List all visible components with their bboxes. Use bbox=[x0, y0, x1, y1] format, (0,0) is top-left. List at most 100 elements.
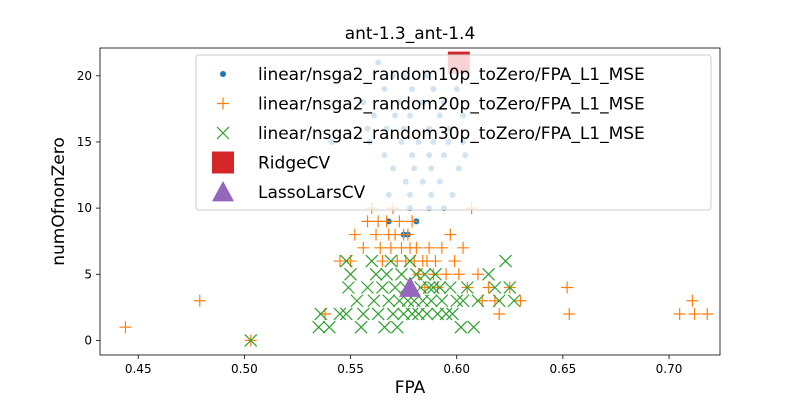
y-tick-label: 15 bbox=[77, 135, 92, 149]
data-point-s2-56 bbox=[686, 294, 699, 307]
data-point-s3-12 bbox=[356, 307, 370, 321]
data-point-s3-3 bbox=[314, 307, 328, 321]
data-point-s3-42 bbox=[426, 281, 440, 294]
x-tick-label: 0.55 bbox=[337, 362, 364, 376]
data-point-s3-9 bbox=[344, 267, 357, 281]
data-point-s2-14 bbox=[376, 255, 389, 268]
legend-item-5: LassoLarsCV bbox=[212, 181, 366, 203]
data-point-s3-59 bbox=[499, 254, 512, 268]
data-point-s2-40 bbox=[444, 228, 457, 241]
data-point-s3-39 bbox=[420, 307, 434, 321]
y-tick-label: 0 bbox=[84, 333, 92, 347]
legend-marker bbox=[212, 181, 234, 202]
data-point-s3-61 bbox=[507, 294, 521, 308]
data-point-s2-50 bbox=[493, 307, 506, 320]
data-point-s3-52 bbox=[456, 294, 470, 308]
plot-frame bbox=[99, 47, 721, 356]
data-point-s3-2 bbox=[312, 320, 326, 334]
data-point-s2-46 bbox=[471, 268, 484, 281]
data-point-s2-55 bbox=[673, 307, 686, 320]
data-point-s3-56 bbox=[482, 267, 495, 281]
data-point-s2-58 bbox=[701, 307, 714, 320]
data-point-s3-48 bbox=[443, 281, 457, 294]
x-tick-label: 0.50 bbox=[231, 362, 258, 376]
data-point-s3-22 bbox=[384, 254, 398, 268]
data-point-s3-1 bbox=[244, 334, 258, 347]
data-point-s3-32 bbox=[405, 307, 419, 321]
data-point-s3-19 bbox=[378, 320, 391, 334]
data-point-s3-55 bbox=[471, 294, 485, 308]
data-point-s2-52 bbox=[514, 294, 527, 307]
data-point-s2-5 bbox=[333, 255, 346, 268]
x-tick-label: 0.60 bbox=[443, 362, 470, 376]
data-point-s3-54 bbox=[467, 320, 481, 334]
data-point-s3-47 bbox=[439, 307, 453, 321]
data-point-s2-17 bbox=[384, 241, 397, 254]
data-point-s3-24 bbox=[388, 281, 402, 294]
data-point-s3-15 bbox=[367, 294, 381, 308]
data-point-s3-10 bbox=[350, 294, 364, 308]
data-point-s3-8 bbox=[342, 281, 355, 294]
y-tick-label: 10 bbox=[77, 201, 92, 215]
data-point-s2-48 bbox=[482, 281, 495, 294]
data-point-s2-15 bbox=[380, 215, 393, 228]
data-point-s2-13 bbox=[374, 241, 387, 254]
data-point-s2-21 bbox=[393, 215, 406, 228]
data-point-s3-25 bbox=[390, 320, 404, 334]
data-point-s2-38 bbox=[435, 241, 448, 254]
data-point-s3-27 bbox=[395, 267, 408, 281]
data-point-s2-35 bbox=[427, 268, 440, 281]
data-point-s2-9 bbox=[361, 215, 374, 228]
legend-box bbox=[195, 54, 712, 211]
x-tick-label: 0.45 bbox=[125, 362, 152, 376]
data-point-s2-29 bbox=[410, 241, 423, 254]
legend-marker bbox=[217, 97, 229, 110]
data-point-s2-11 bbox=[370, 228, 383, 241]
data-point-s2-54 bbox=[563, 307, 576, 320]
data-point-s2-36 bbox=[429, 255, 442, 268]
data-point-s3-49 bbox=[446, 307, 459, 321]
data-point-s3-41 bbox=[424, 294, 438, 308]
legend-item-2: linear/nsga2_random20p_toZero/FPA_L1_MSE bbox=[217, 95, 645, 115]
data-point-s3-16 bbox=[369, 267, 383, 281]
legend-item-1: linear/nsga2_random10p_toZero/FPA_L1_MSE bbox=[220, 65, 645, 85]
data-point-s3-11 bbox=[354, 320, 368, 334]
data-point-s2-2 bbox=[193, 294, 206, 307]
legend: linear/nsga2_random10p_toZero/FPA_L1_MSE… bbox=[195, 54, 712, 211]
data-point-s2-1 bbox=[119, 321, 132, 334]
data-point-s3-60 bbox=[503, 281, 517, 294]
data-point-s3-46 bbox=[435, 294, 449, 308]
x-axis-label: FPA bbox=[395, 378, 426, 398]
data-point-s3-38 bbox=[418, 267, 432, 281]
data-point-s3-7 bbox=[339, 254, 353, 268]
data-point-s3-50 bbox=[450, 294, 464, 308]
data-point-s3-23 bbox=[386, 307, 400, 321]
data-point-s2-43 bbox=[457, 241, 470, 254]
data-point-s2-53 bbox=[561, 281, 574, 294]
x-tick-label: 0.70 bbox=[656, 362, 683, 376]
data-point-s3-45 bbox=[433, 281, 447, 294]
y-axis-ticks: 0 5 10 15 20 bbox=[77, 69, 100, 347]
data-point-s3-20 bbox=[380, 267, 394, 281]
legend-marker bbox=[216, 126, 230, 140]
data-point-s2-34 bbox=[423, 241, 436, 254]
data-point-s2-8 bbox=[357, 241, 370, 254]
legend-label: linear/nsga2_random20p_toZero/FPA_L1_MSE bbox=[258, 95, 645, 115]
data-point-s3-51 bbox=[454, 320, 468, 334]
data-point-s3-6 bbox=[339, 307, 353, 321]
legend-item-4: RidgeCV bbox=[212, 151, 330, 174]
y-tick-label: 20 bbox=[77, 69, 92, 83]
data-point-s3-53 bbox=[460, 281, 474, 294]
data-point-s3-57 bbox=[488, 281, 502, 294]
legend-label: linear/nsga2_random10p_toZero/FPA_L1_MSE bbox=[258, 65, 645, 85]
data-point-s3-58 bbox=[492, 294, 506, 308]
legend-label: linear/nsga2_random30p_toZero/FPA_L1_MSE bbox=[258, 124, 645, 144]
data-point-s3-14 bbox=[365, 254, 379, 268]
data-point-s3-31 bbox=[403, 254, 417, 268]
data-point-s2-27 bbox=[406, 215, 419, 228]
chart-title: ant-1.3_ant-1.4 bbox=[345, 24, 476, 44]
data-point-s2-7 bbox=[348, 228, 361, 241]
data-point-s3-17 bbox=[371, 307, 385, 321]
data-point-s2-42 bbox=[452, 268, 465, 281]
